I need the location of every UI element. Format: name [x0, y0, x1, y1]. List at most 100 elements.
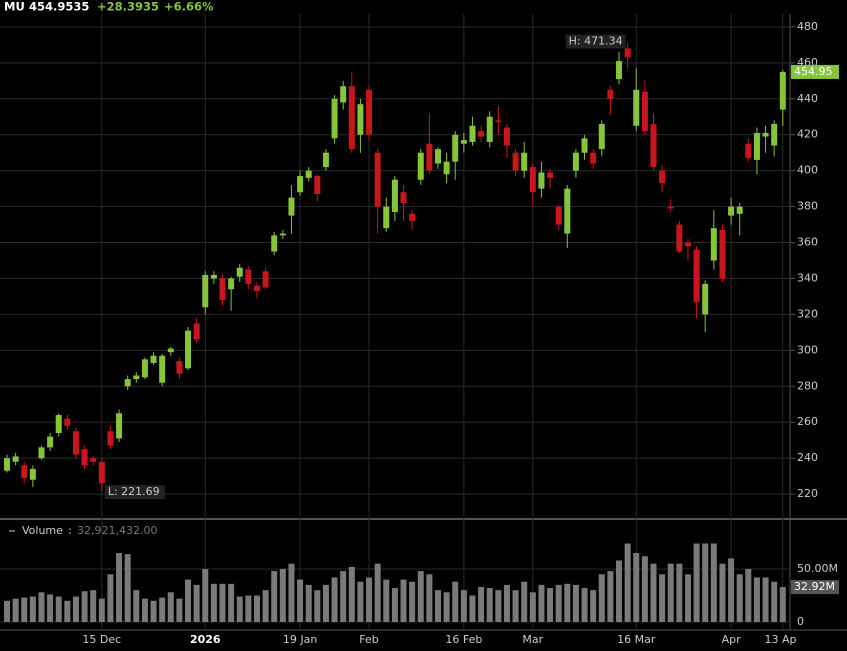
- change-pct: +6.66%: [164, 0, 214, 14]
- volume-bar: [728, 558, 735, 622]
- candle-body: [435, 149, 441, 164]
- candle-body: [417, 152, 424, 180]
- volume-bar: [547, 588, 554, 622]
- candle-body: [107, 431, 114, 446]
- candle-body: [641, 91, 648, 132]
- change: +28.3935: [97, 0, 159, 14]
- candle-body: [116, 413, 123, 439]
- volume-bar: [452, 581, 459, 622]
- candle-body: [81, 449, 88, 466]
- volume-bar: [29, 596, 36, 622]
- candle-body: [486, 116, 493, 142]
- candle-body: [305, 170, 312, 178]
- volume-bar: [693, 543, 700, 622]
- volume-bar: [555, 584, 562, 622]
- volume-bar: [736, 574, 743, 622]
- volume-bar: [633, 553, 640, 622]
- candle-body: [581, 138, 588, 153]
- volume-bar: [271, 571, 278, 622]
- candle-body: [719, 229, 726, 279]
- candle-body: [538, 172, 545, 189]
- volume-bar: [348, 566, 355, 622]
- candle-body: [55, 415, 62, 434]
- volume-bar: [133, 590, 140, 622]
- candle-body: [710, 228, 717, 261]
- candle-body: [650, 123, 657, 168]
- candle-body: [684, 242, 691, 247]
- x-tick-label: Mar: [522, 633, 543, 646]
- volume-bar: [141, 598, 148, 622]
- volume-bar: [193, 584, 200, 622]
- volume-bar: [176, 598, 183, 622]
- volume-bar: [762, 577, 769, 622]
- candle-body: [426, 143, 433, 171]
- candle-body: [572, 152, 579, 171]
- volume-bar: [21, 597, 28, 622]
- volume-bar: [167, 592, 174, 622]
- volume-bar: [676, 563, 683, 622]
- candle-body: [150, 355, 157, 363]
- y-tick-label: 440: [797, 92, 818, 105]
- volume-bar: [357, 581, 364, 622]
- candle-body: [210, 274, 217, 279]
- candle-body: [736, 206, 743, 214]
- volume-bar: [745, 568, 752, 622]
- volume-bar: [219, 583, 226, 622]
- candle-body: [12, 456, 19, 462]
- candle-body: [219, 278, 226, 301]
- volume-bar: [650, 563, 657, 622]
- volume-bar: [598, 574, 605, 622]
- candle-body: [366, 89, 373, 135]
- volume-bar: [624, 543, 631, 622]
- candle-body: [141, 359, 148, 378]
- candle-body: [555, 206, 562, 225]
- y-tick-label: 420: [797, 128, 818, 141]
- y-tick-label: 320: [797, 307, 818, 320]
- candle-body: [331, 98, 338, 139]
- candle-body: [72, 431, 79, 455]
- candle-body: [469, 125, 476, 142]
- symbol: MU: [4, 0, 25, 14]
- y-tick-label: 50.00M: [797, 562, 838, 575]
- candle-body: [779, 71, 786, 110]
- candle-body: [745, 143, 752, 159]
- volume-bar: [641, 556, 648, 622]
- high-label: H: 471.34: [569, 34, 623, 47]
- volume-value: 32,921,432.00: [77, 524, 157, 537]
- volume-bar: [590, 590, 597, 622]
- volume-bar: [47, 594, 54, 622]
- volume-bar: [478, 587, 485, 622]
- x-tick-label: 19 Jan: [283, 633, 317, 646]
- candle-body: [503, 127, 510, 146]
- volume-label: 32.92M: [794, 580, 835, 593]
- candle-body: [762, 132, 769, 137]
- volume-bar: [185, 579, 192, 622]
- volume-bar: [253, 595, 260, 622]
- volume-bar: [98, 598, 105, 622]
- volume-bar: [279, 568, 286, 622]
- candle-body: [391, 179, 398, 213]
- volume-bar: [538, 584, 545, 622]
- volume-bar: [460, 590, 467, 622]
- volume-bar: [262, 590, 269, 622]
- volume-bar: [443, 592, 450, 622]
- last-price-label: 454.95: [794, 65, 833, 78]
- volume-bar: [383, 579, 390, 622]
- volume-bar: [667, 563, 674, 622]
- volume-sep: :: [68, 524, 72, 537]
- candle-body: [702, 283, 709, 315]
- volume-bar: [529, 592, 536, 622]
- volume-bar: [521, 581, 528, 622]
- candle-body: [348, 86, 355, 150]
- volume-bar: [607, 571, 614, 622]
- x-tick-label: Apr: [722, 633, 742, 646]
- volume-bar: [81, 591, 88, 622]
- y-tick-label: 360: [797, 236, 818, 249]
- high-label-box: [565, 34, 626, 49]
- y-tick-label: 280: [797, 379, 818, 392]
- volume-bar: [771, 581, 778, 622]
- volume-bar: [659, 574, 666, 622]
- volume-bar: [417, 571, 424, 622]
- x-tick-label: Feb: [359, 633, 378, 646]
